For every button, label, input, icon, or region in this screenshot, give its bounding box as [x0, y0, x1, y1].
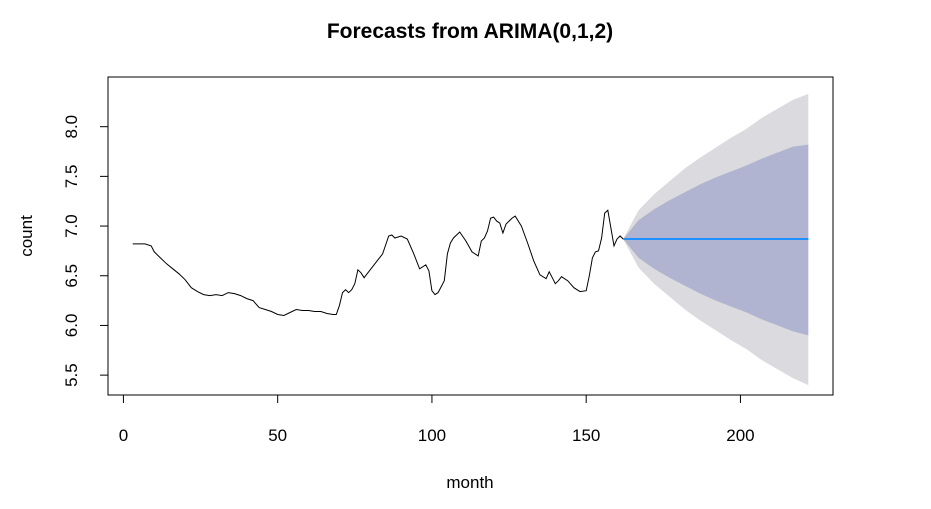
y-tick-label: 8.0: [62, 115, 81, 139]
series-lines: [132, 209, 809, 317]
y-tick-label: 7.5: [62, 165, 81, 189]
y-axis-label: count: [17, 215, 36, 257]
y-tick-label: 7.0: [62, 214, 81, 238]
x-tick-label: 0: [119, 426, 128, 445]
observed-series-line: [132, 209, 624, 317]
x-axis-label: month: [446, 473, 493, 492]
x-tick-label: 100: [418, 426, 446, 445]
x-tick-label: 200: [726, 426, 754, 445]
y-tick-label: 5.5: [62, 363, 81, 387]
y-axis: 5.5 6.0 6.5 7.0 7.5 8.0: [62, 115, 109, 387]
chart-title: Forecasts from ARIMA(0,1,2): [327, 20, 613, 43]
x-tick-label: 150: [572, 426, 600, 445]
y-tick-label: 6.0: [62, 314, 81, 338]
y-tick-label: 6.5: [62, 264, 81, 288]
x-axis: 0 50 100 150 200: [119, 394, 755, 445]
x-tick-label: 50: [268, 426, 287, 445]
